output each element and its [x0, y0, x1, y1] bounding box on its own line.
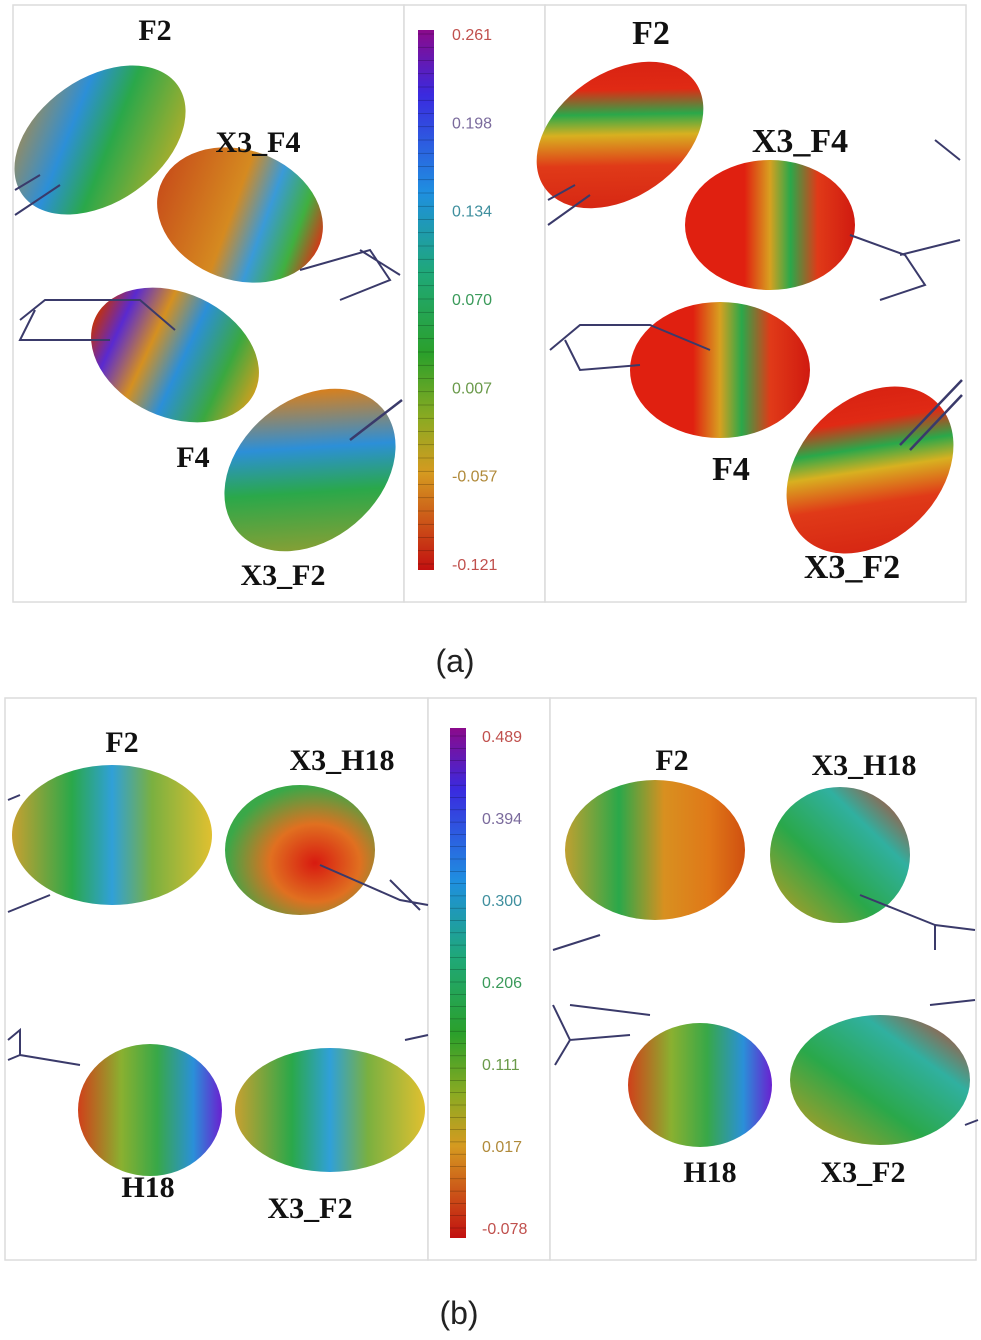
- surface-b-x3-h18-right: [770, 787, 910, 923]
- surface-x3-f2-right: [786, 386, 954, 554]
- colorbar-a-tick-label: -0.121: [452, 557, 497, 574]
- surface-b-x3-f2-right: [790, 1015, 970, 1145]
- panel-b-colorbar-frame: [427, 697, 551, 1261]
- colorbar-a-tick-label: 0.261: [452, 27, 492, 44]
- label-a-left-f4: F4: [176, 441, 209, 474]
- panel-a-right-surfaces: [536, 61, 963, 554]
- panel-a: 0.261 0.198 0.134 0.070 0.007 -0.057 -0.121 F2…: [12, 4, 967, 679]
- colorbar-a-tick-label: 0.198: [452, 115, 492, 132]
- colorbar-a-tick-label: 0.070: [452, 292, 492, 309]
- label-b-right-x3-f2: X3_F2: [821, 1156, 906, 1189]
- colorbar-b-scale: [450, 728, 466, 1238]
- panel-a-colorbar: 0.261 0.198 0.134 0.070 0.007 -0.057 -0.121: [418, 27, 497, 574]
- panel-a-left-surfaces: [14, 65, 403, 552]
- panel-b-colorbar: 0.489 0.394 0.300 0.206 0.111 0.017 -0.078: [450, 728, 527, 1238]
- label-a-right-f4: F4: [712, 451, 750, 488]
- label-b-left-x3-f2: X3_F2: [268, 1192, 353, 1225]
- surface-f2: [14, 65, 186, 215]
- label-a-left-x3-f4: X3_F4: [216, 126, 301, 159]
- label-a-left-f2: F2: [138, 14, 171, 47]
- label-a-right-x3-f4: X3_F4: [752, 123, 848, 160]
- colorbar-b-tick-label: 0.300: [482, 893, 522, 910]
- label-b-right-h18: H18: [683, 1156, 736, 1189]
- label-b-right-f2: F2: [655, 744, 688, 777]
- colorbar-a-tick-label: -0.057: [452, 469, 497, 486]
- caption-a: (a): [435, 643, 474, 679]
- colorbar-a-tick-label: 0.007: [452, 380, 492, 397]
- surface-b-f2: [12, 765, 212, 905]
- label-a-right-x3-f2: X3_F2: [804, 549, 900, 586]
- surface-f4-right: [630, 302, 810, 438]
- panel-b-right-frame: [549, 697, 977, 1261]
- surface-f2-right: [536, 61, 704, 209]
- colorbar-b-tick-label: 0.017: [482, 1139, 522, 1156]
- label-b-right-x3-h18: X3_H18: [812, 749, 917, 782]
- colorbar-b-tick-label: 0.111: [482, 1057, 520, 1074]
- colorbar-b-tick-label: 0.489: [482, 729, 522, 746]
- colorbar-a-scale: [418, 30, 434, 570]
- label-b-left-f2: F2: [105, 726, 138, 759]
- surface-b-h18: [78, 1044, 222, 1176]
- surface-x3-f4: [157, 147, 323, 283]
- surface-b-x3-h18: [225, 785, 375, 915]
- colorbar-b-tick-label: 0.394: [482, 811, 522, 828]
- colorbar-b-tick-label: 0.206: [482, 975, 522, 992]
- surface-x3-f2: [224, 388, 396, 552]
- surface-b-x3-f2: [235, 1048, 425, 1172]
- surface-b-f2-right: [565, 780, 745, 920]
- colorbar-b-tick-label: -0.078: [482, 1221, 527, 1238]
- label-a-left-x3-f2: X3_F2: [241, 559, 326, 592]
- surface-f4: [91, 287, 259, 423]
- label-b-left-x3-h18: X3_H18: [290, 744, 395, 777]
- surface-b-h18-right: [628, 1023, 772, 1147]
- caption-b: (b): [439, 1295, 478, 1331]
- label-b-left-h18: H18: [121, 1171, 174, 1204]
- label-a-right-f2: F2: [632, 15, 670, 52]
- panel-b-right-surfaces: [552, 780, 979, 1147]
- surface-x3-f4-right: [685, 160, 855, 290]
- panel-b-left-surfaces: [7, 765, 429, 1176]
- colorbar-a-tick-label: 0.134: [452, 204, 492, 221]
